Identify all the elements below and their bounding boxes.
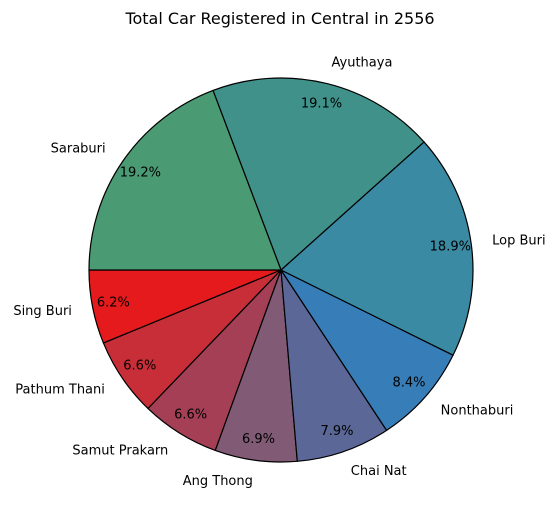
category-label-lop-buri: Lop Buri (492, 234, 545, 249)
category-label-saraburi: Saraburi (51, 141, 106, 156)
pct-label-sing-buri: 6.2% (97, 296, 130, 311)
slice-lop-buri (280, 141, 474, 356)
category-label-pathum-thani: Pathum Thani (15, 383, 105, 398)
slice-saraburi (88, 89, 282, 271)
pct-label-ayuthaya: 19.1% (301, 96, 342, 111)
pct-label-lop-buri: 18.9% (430, 239, 471, 254)
category-label-chai-nat: Chai Nat (351, 464, 407, 479)
slice-chai-nat (280, 269, 388, 462)
pct-label-samut-prakarn: 6.6% (174, 408, 207, 423)
category-label-ayuthaya: Ayuthaya (332, 55, 393, 70)
slice-nonthaburi (280, 269, 454, 431)
pct-label-ang-thong: 6.9% (242, 432, 275, 447)
category-label-sing-buri: Sing Buri (13, 304, 72, 319)
pct-label-pathum-thani: 6.6% (123, 359, 156, 374)
category-label-nonthaburi: Nonthaburi (441, 404, 514, 419)
category-labels: Sing Buri Pathum Thani Samut Prakarn Ang Th… (13, 55, 545, 488)
category-label-samut-prakarn: Samut Prakarn (72, 443, 168, 458)
percentage-labels: 6.2% 6.6% 6.6% 6.9% 7.9% 8.4% 18.9% 19.1% 19.2% (97, 96, 471, 446)
slice-ayuthaya (212, 77, 425, 271)
category-label-ang-thong: Ang Thong (183, 474, 253, 489)
pie-slices (88, 77, 474, 463)
pct-label-nonthaburi: 8.4% (392, 376, 425, 391)
pct-label-chai-nat: 7.9% (320, 424, 353, 439)
pct-label-saraburi: 19.2% (120, 165, 161, 180)
chart-title: Total Car Registered in Central in 2556 (124, 9, 434, 28)
